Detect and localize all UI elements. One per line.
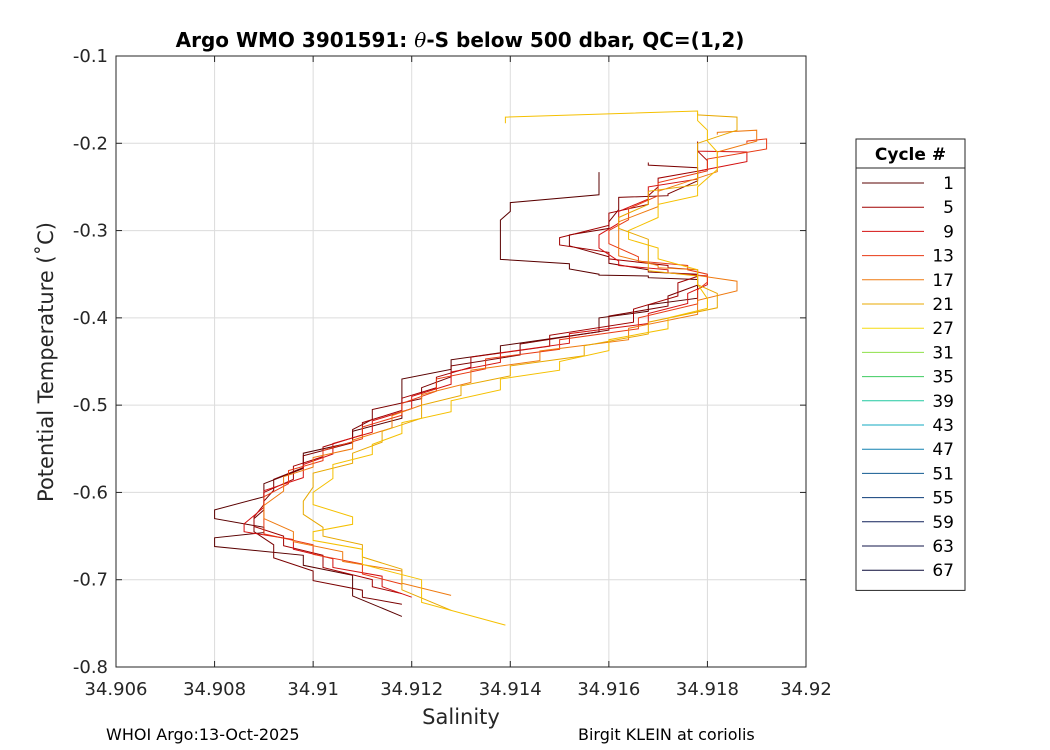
legend-title: Cycle # bbox=[875, 145, 946, 165]
series-line-7 bbox=[302, 112, 738, 611]
x-tick-label: 34.918 bbox=[676, 679, 739, 700]
x-tick-label: 34.916 bbox=[577, 679, 640, 700]
y-tick-label: -0.3 bbox=[73, 221, 108, 242]
y-tick-label: -0.2 bbox=[73, 133, 108, 154]
y-tick-label: -0.1 bbox=[73, 46, 108, 67]
series-line-1 bbox=[214, 172, 699, 617]
y-tick-label: -0.5 bbox=[73, 395, 108, 416]
legend-box bbox=[855, 138, 966, 591]
x-tick-label: 34.91 bbox=[287, 679, 339, 700]
legend-label: 1 bbox=[943, 174, 954, 194]
grid-lines bbox=[116, 56, 806, 667]
legend-label: 13 bbox=[932, 247, 954, 267]
series-line-8 bbox=[312, 110, 718, 626]
legend-label: 35 bbox=[932, 368, 954, 388]
footer-left: WHOI Argo:13-Oct-2025 bbox=[106, 725, 300, 744]
legend-label: 55 bbox=[932, 489, 954, 509]
legend-label: 39 bbox=[932, 392, 954, 412]
legend-label: 27 bbox=[932, 319, 954, 339]
x-tick-label: 34.908 bbox=[183, 679, 246, 700]
y-tick-label: -0.7 bbox=[73, 570, 108, 591]
legend-label: 5 bbox=[943, 198, 954, 218]
x-tick-label: 34.914 bbox=[479, 679, 542, 700]
series-line-4 bbox=[243, 150, 748, 598]
x-tick-label: 34.912 bbox=[380, 679, 443, 700]
y-tick-label: -0.4 bbox=[73, 308, 108, 329]
y-tick-label: -0.8 bbox=[73, 657, 108, 678]
chart-title: Argo WMO 3901591: θ-S below 500 dbar, QC… bbox=[176, 28, 745, 52]
legend-label: 31 bbox=[932, 343, 954, 363]
x-tick-labels: 34.906 34.908 34.91 34.912 34.914 34.916 34.91… bbox=[85, 56, 832, 700]
y-axis-label: Potential Temperature (˚C) bbox=[34, 222, 58, 502]
plot-frame bbox=[115, 55, 807, 668]
legend-label: 21 bbox=[932, 295, 954, 315]
legend-label: 63 bbox=[932, 537, 954, 557]
x-tick-label: 34.906 bbox=[85, 679, 148, 700]
y-tick-labels: -0.1 -0.2 -0.3 -0.4 -0.5 -0.6 -0.7 -0.8 bbox=[73, 46, 806, 678]
legend-label: 43 bbox=[932, 416, 954, 436]
series-line-5 bbox=[263, 138, 768, 585]
series-layer bbox=[214, 110, 768, 626]
legend-label: 9 bbox=[943, 222, 954, 242]
legend-label: 51 bbox=[932, 464, 954, 484]
legend-label: 59 bbox=[932, 513, 954, 533]
footer-right: Birgit KLEIN at coriolis bbox=[578, 725, 755, 744]
x-axis-label: Salinity bbox=[422, 705, 500, 729]
legend-label: 67 bbox=[932, 561, 954, 581]
legend-label: 17 bbox=[932, 271, 954, 291]
legend-label: 47 bbox=[932, 440, 954, 460]
x-tick-label: 34.92 bbox=[780, 679, 832, 700]
series-line-6 bbox=[263, 129, 758, 596]
y-tick-label: -0.6 bbox=[73, 482, 108, 503]
series-line-3 bbox=[253, 141, 708, 595]
